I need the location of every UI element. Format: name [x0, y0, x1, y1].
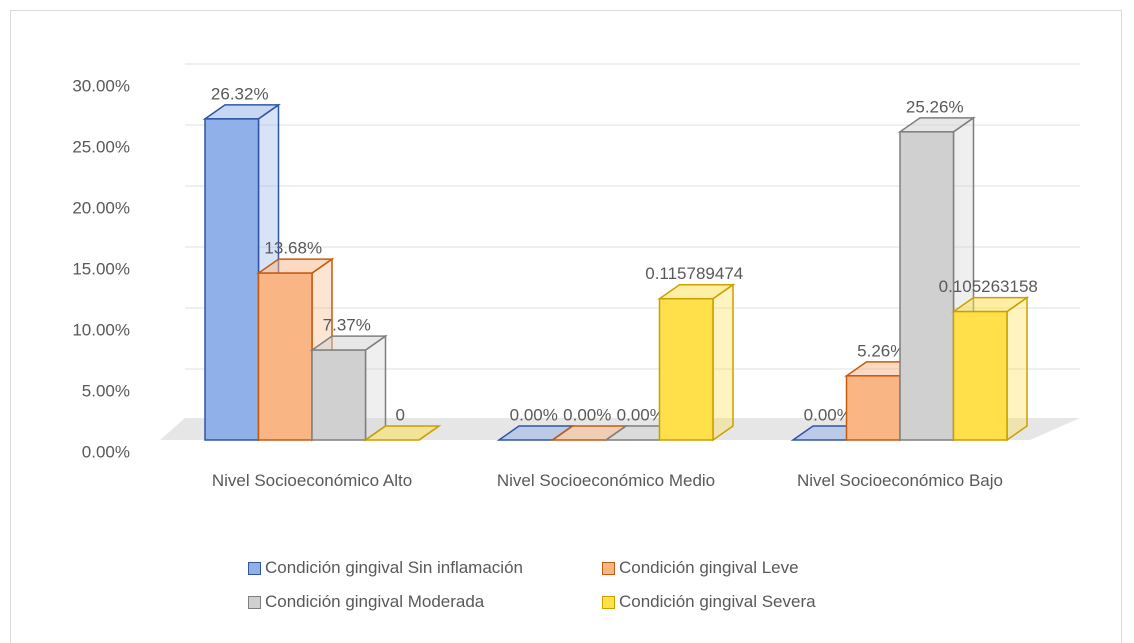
bar	[256, 257, 335, 442]
data-label: 0.00%	[563, 405, 611, 424]
data-label: 25.26%	[906, 97, 964, 116]
bar-front	[899, 131, 955, 441]
data-label: 7.37%	[323, 316, 371, 335]
bar	[657, 283, 736, 442]
y-tick-label: 5.00%	[82, 381, 130, 400]
legend-label: Condición gingival Severa	[619, 592, 816, 611]
bar-front	[658, 297, 714, 441]
bar-side	[1006, 296, 1028, 442]
legend: Condición gingival Sin inflamación Condic…	[200, 558, 920, 612]
bar-front	[257, 272, 313, 441]
data-label: 13.68%	[264, 239, 322, 258]
bar-side	[712, 283, 734, 442]
bar-side	[364, 334, 387, 442]
legend-item: Condición gingival Moderada	[248, 592, 598, 612]
bar-front	[204, 118, 260, 441]
bar-front	[845, 375, 901, 441]
data-label: 5.26%	[857, 341, 905, 360]
legend-item: Condición gingival Severa	[602, 592, 872, 612]
data-label: 0	[396, 405, 405, 424]
legend-swatch	[602, 561, 615, 575]
legend-swatch	[248, 561, 261, 575]
chart-border	[10, 10, 1122, 643]
legend-label: Condición gingival Sin inflamación	[265, 558, 523, 577]
data-label: 0.00%	[804, 405, 852, 424]
y-tick-label: 25.00%	[72, 137, 130, 156]
y-tick-label: 15.00%	[72, 259, 130, 278]
bar	[363, 425, 442, 441]
x-tick-label: Nivel Socioeconómico Medio	[496, 471, 716, 490]
data-label: 26.32%	[211, 84, 269, 103]
y-tick-label: 20.00%	[72, 198, 130, 217]
data-label: 0.00%	[617, 405, 665, 424]
bar	[309, 334, 388, 442]
x-tick-label: Nivel Socioeconómico Bajo	[797, 471, 1003, 490]
legend-item: Condición gingival Leve	[602, 558, 872, 578]
y-tick-label: 10.00%	[72, 320, 130, 339]
bar-top	[363, 425, 442, 441]
legend-label: Condición gingival Leve	[619, 558, 799, 577]
legend-swatch	[248, 595, 261, 609]
x-tick-label: Nivel Socioeconómico Alto	[211, 471, 413, 490]
bar	[897, 116, 976, 442]
data-label: 0.115789474	[645, 264, 743, 283]
legend-swatch	[602, 595, 615, 609]
legend-item: Condición gingival Sin inflamación	[248, 558, 598, 578]
y-tick-label: 30.00%	[72, 76, 130, 95]
bar	[951, 296, 1030, 442]
y-tick-label: 0.00%	[82, 442, 130, 461]
data-label: 0.105263158	[939, 277, 1038, 296]
data-label: 0.00%	[510, 405, 558, 424]
bar-front	[311, 349, 367, 441]
bar-front	[952, 310, 1008, 441]
legend-label: Condición gingival Moderada	[265, 592, 485, 611]
